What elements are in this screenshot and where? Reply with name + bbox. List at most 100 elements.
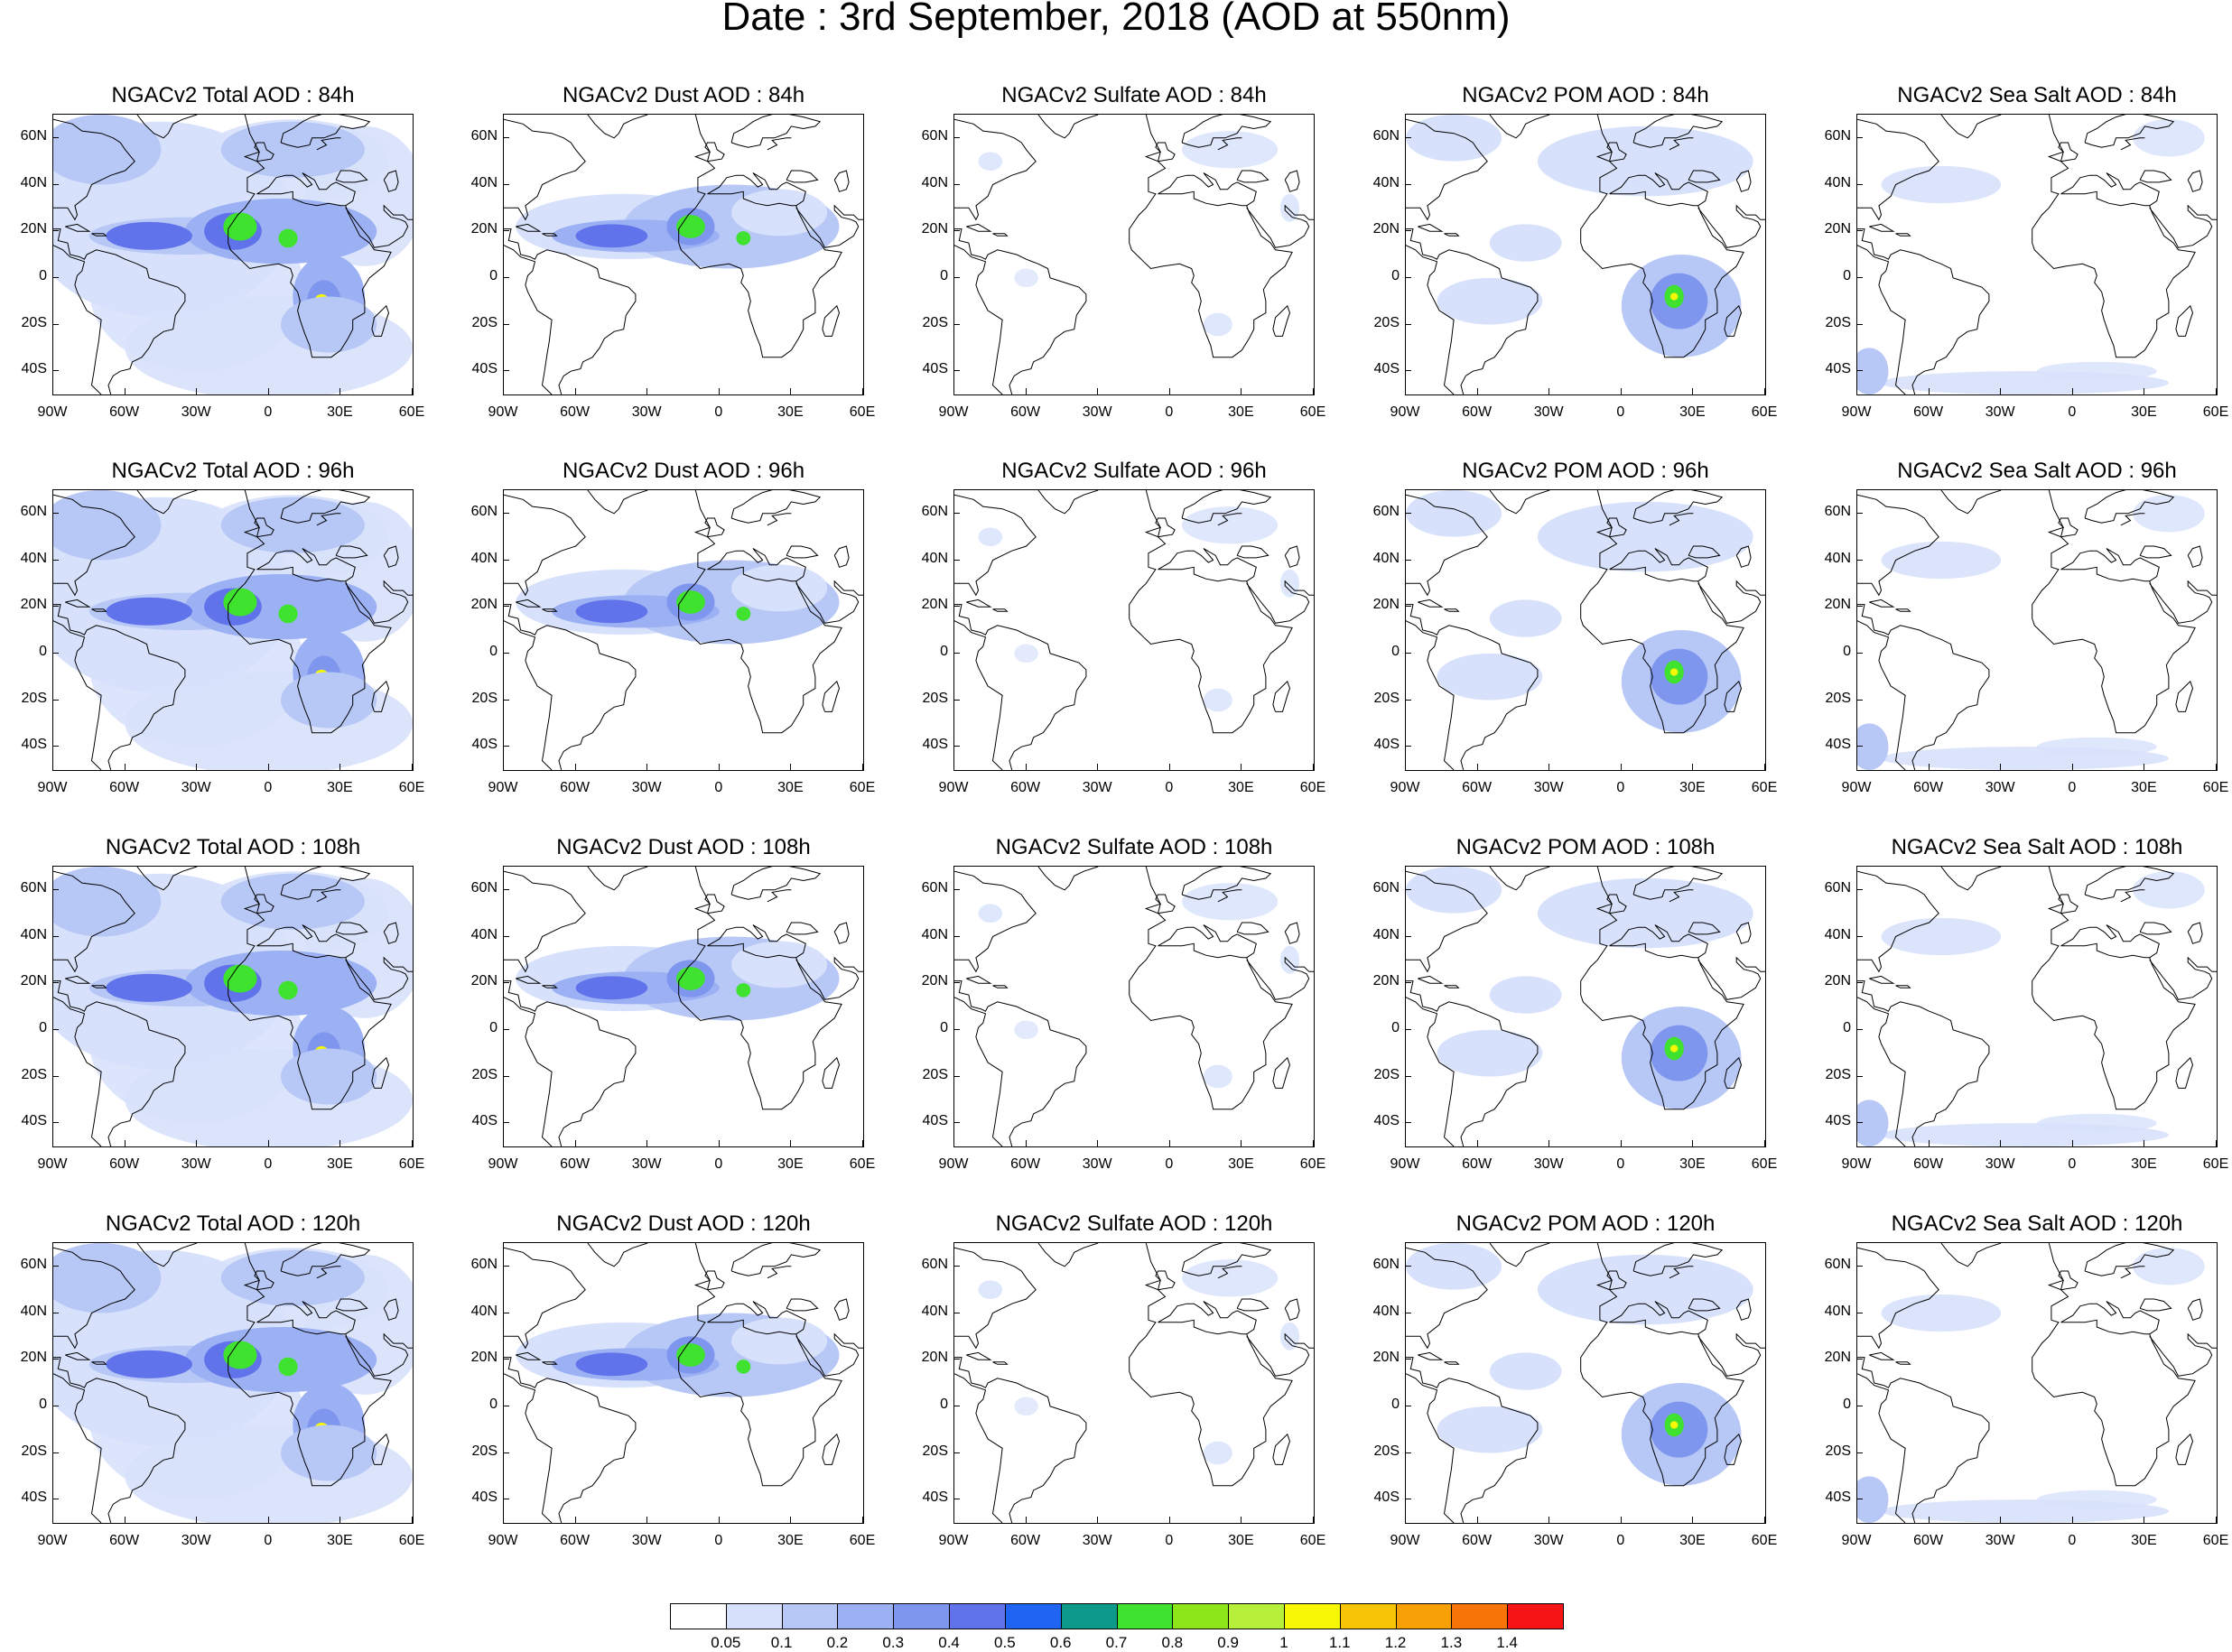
coastline <box>767 513 792 526</box>
lon-tick <box>1405 388 1406 394</box>
lon-tick <box>1097 1517 1099 1523</box>
lat-tick <box>503 370 509 372</box>
lon-tick <box>574 388 576 394</box>
map-frame <box>953 866 1315 1147</box>
lat-tick <box>503 1452 509 1453</box>
coastline <box>1418 975 1444 984</box>
lon-tick-label: 90W <box>488 780 518 795</box>
aod-plume <box>1279 569 1300 598</box>
coastline <box>1037 115 1099 139</box>
colorbar-swatch <box>1395 1603 1453 1629</box>
coastline <box>2120 137 2145 151</box>
lat-tick-label: 0 <box>940 267 948 283</box>
coastline <box>1284 1298 1300 1321</box>
aod-map <box>954 1243 1314 1523</box>
lon-tick-label: 30W <box>1082 1533 1112 1548</box>
coastline <box>1418 223 1444 232</box>
lat-tick-label: 40N <box>921 550 948 566</box>
coastline <box>1246 1332 1314 1377</box>
lat-tick-label: 60N <box>1372 1256 1400 1272</box>
aod-plume <box>281 1425 377 1481</box>
lat-tick <box>1405 1075 1411 1077</box>
lat-tick-label: 60N <box>921 127 948 144</box>
coastline <box>992 233 1009 237</box>
lat-tick-label: 0 <box>489 267 498 283</box>
aod-plume <box>978 1280 1003 1299</box>
coastline <box>516 1351 542 1360</box>
lon-tick-label: 30E <box>2131 1533 2157 1548</box>
lon-tick <box>2216 1517 2217 1523</box>
lat-tick-label: 40S <box>21 1113 47 1129</box>
lat-tick-label: 60N <box>1372 503 1400 519</box>
lat-tick <box>1856 1028 1863 1030</box>
coastline <box>833 922 850 944</box>
coastline <box>954 604 1087 770</box>
coastline <box>1406 494 1488 597</box>
coastline <box>2032 867 2196 1110</box>
aod-plume <box>676 590 705 614</box>
lat-tick-label: 20N <box>470 221 498 237</box>
lat-tick <box>52 935 59 937</box>
aod-plume <box>1489 224 1562 262</box>
lon-tick-label: 0 <box>714 404 723 420</box>
lon-tick <box>1025 1140 1027 1146</box>
coastline <box>316 1266 341 1279</box>
lon-tick-label: 60W <box>109 780 140 795</box>
colorbar-swatch <box>670 1603 727 1629</box>
lat-tick-label: 20N <box>1824 597 1851 613</box>
coastline <box>542 1361 558 1365</box>
coastline <box>707 548 806 582</box>
coastline <box>1246 580 1314 624</box>
lat-tick-label: 0 <box>1843 267 1851 283</box>
lon-tick-label: 60E <box>398 780 425 795</box>
lon-tick-label: 0 <box>264 1156 273 1172</box>
coastline <box>730 490 822 524</box>
lon-tick-label: 60E <box>1751 780 1778 795</box>
lat-tick <box>1856 136 1863 138</box>
lon-tick-label: 90W <box>37 404 68 420</box>
coastline <box>1857 228 1990 394</box>
lat-tick-label: 40N <box>470 926 498 942</box>
lat-tick-label: 40N <box>921 174 948 190</box>
colorbar-swatch <box>1116 1603 1174 1629</box>
lon-tick <box>2000 388 2002 394</box>
lon-tick-label: 30W <box>1985 404 2015 420</box>
lon-tick-label: 60W <box>560 780 591 795</box>
coastline <box>1688 1298 1721 1312</box>
lat-tick-label: 20N <box>921 597 948 613</box>
lon-tick-label: 30E <box>1679 1533 1706 1548</box>
lat-tick <box>953 512 960 514</box>
aod-map <box>53 867 413 1146</box>
lon-tick <box>52 764 53 770</box>
lon-tick <box>1764 1140 1765 1146</box>
coastline <box>678 1243 842 1487</box>
coastline <box>767 137 792 151</box>
lon-tick <box>2216 764 2217 770</box>
lat-tick <box>503 982 509 984</box>
aod-plume <box>106 221 192 250</box>
lat-tick-label: 40S <box>922 737 948 753</box>
lat-tick-label: 0 <box>1843 1019 1851 1035</box>
lon-tick-label: 30E <box>2131 1156 2157 1172</box>
lat-tick-label: 60N <box>470 879 498 896</box>
colorbar-label: 1.1 <box>1328 1634 1351 1651</box>
coastline <box>542 608 558 612</box>
lon-tick-label: 30W <box>631 404 662 420</box>
map-panel: NGACv2 Total AOD : 96h 60N 40N 20N 0 20S 40S 90… <box>21 459 425 802</box>
lon-tick <box>1692 764 1694 770</box>
map-panel: NGACv2 Dust AOD : 108h 60N 40N 20N 0 20S 40S 90… <box>471 835 876 1178</box>
lat-tick-label: 40S <box>1825 737 1851 753</box>
coastline <box>966 223 992 232</box>
coastline <box>704 517 725 538</box>
lat-tick <box>953 1265 960 1267</box>
map-frame <box>503 114 864 395</box>
colorbar-label: 0.3 <box>882 1634 905 1651</box>
lon-tick-label: 0 <box>1616 1156 1625 1172</box>
lon-tick-label: 30W <box>181 1156 211 1172</box>
coastline <box>345 1332 413 1377</box>
coastline <box>795 580 863 624</box>
lat-tick <box>953 746 960 747</box>
lon-tick-label: 90W <box>488 1533 518 1548</box>
lon-tick <box>1025 1517 1027 1523</box>
lon-tick-label: 0 <box>264 780 273 795</box>
